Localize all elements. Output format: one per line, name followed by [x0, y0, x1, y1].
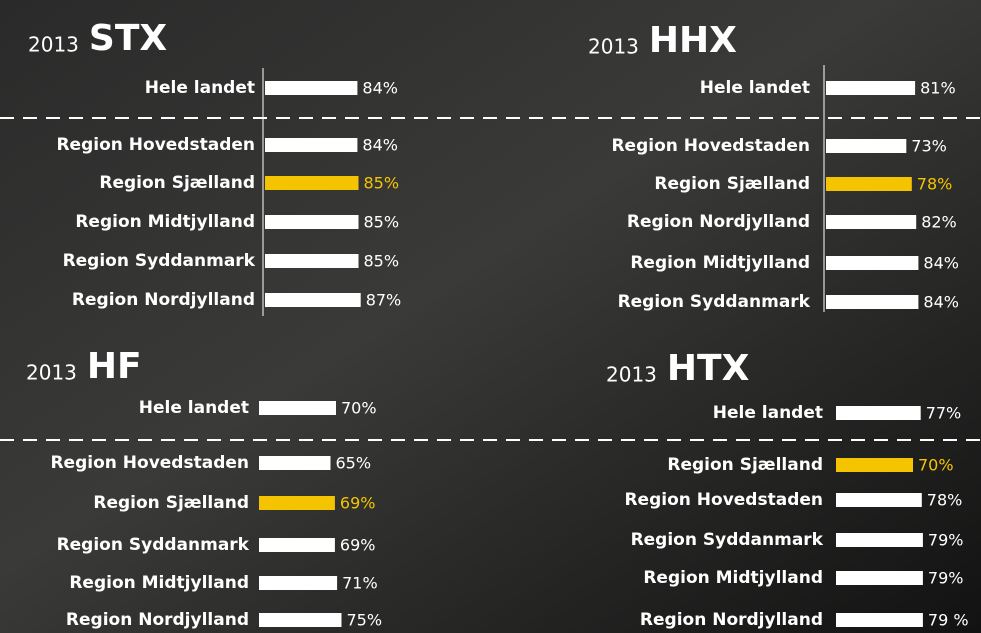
chart-subtitle: 2013: [588, 35, 639, 59]
category-label: Region Hovedstaden: [624, 490, 823, 510]
chart-subtitle: 2013: [28, 33, 79, 57]
bar: [265, 81, 358, 95]
value-label: 79%: [928, 531, 964, 550]
chart-title: HTX: [667, 348, 750, 389]
value-label: 71%: [342, 574, 378, 593]
category-label: Hele landet: [145, 78, 255, 98]
category-label: Region Syddanmark: [63, 251, 256, 271]
category-label: Region Syddanmark: [57, 535, 250, 555]
category-label: Region Sjælland: [654, 174, 810, 194]
value-label: 78%: [917, 175, 953, 194]
category-label: Region Nordjylland: [640, 610, 823, 630]
bar: [826, 81, 916, 95]
bar: [265, 138, 358, 152]
chart-title: HHX: [649, 20, 737, 61]
bar: [265, 293, 361, 307]
category-label: Hele landet: [139, 398, 249, 418]
chart-title: HF: [87, 346, 142, 387]
category-label: Region Nordjylland: [627, 212, 810, 232]
bar: [259, 538, 335, 552]
value-label: 85%: [364, 213, 400, 232]
category-label: Region Hovedstaden: [50, 453, 249, 473]
bar: [836, 613, 923, 627]
chart-subtitle: 2013: [606, 363, 657, 387]
category-label: Region Syddanmark: [631, 530, 824, 550]
category-label: Region Midtjylland: [69, 573, 249, 593]
category-label: Region Midtjylland: [630, 253, 810, 273]
bar: [259, 576, 338, 590]
category-label: Region Hovedstaden: [56, 135, 255, 155]
value-label: 81%: [920, 79, 956, 98]
bar: [826, 177, 912, 191]
value-label: 78%: [927, 491, 963, 510]
value-label: 77%: [926, 404, 962, 423]
bar: [265, 176, 359, 190]
category-label: Region Midtjylland: [75, 212, 255, 232]
bar: [826, 215, 917, 229]
value-label: 73%: [911, 137, 947, 156]
bar: [265, 254, 359, 268]
category-label: Region Sjælland: [93, 493, 249, 513]
bar: [259, 456, 331, 470]
value-label: 70%: [341, 399, 377, 418]
bar: [836, 571, 923, 585]
category-label: Region Sjælland: [667, 455, 823, 475]
bar: [836, 458, 913, 472]
bar: [259, 401, 336, 415]
value-label: 79%: [928, 569, 964, 588]
value-label: 79 %: [928, 611, 969, 630]
bar: [259, 613, 342, 627]
value-label: 84%: [923, 293, 959, 312]
value-label: 70%: [918, 456, 954, 475]
category-label: Region Hovedstaden: [611, 136, 810, 156]
category-label: Hele landet: [713, 403, 823, 423]
value-label: 85%: [364, 174, 400, 193]
value-label: 75%: [347, 611, 383, 630]
category-label: Region Midtjylland: [643, 568, 823, 588]
category-label: Region Nordjylland: [66, 610, 249, 630]
category-label: Region Nordjylland: [72, 290, 255, 310]
bar: [826, 295, 919, 309]
value-label: 69%: [340, 536, 376, 555]
chart-subtitle: 2013: [26, 361, 77, 385]
value-label: 69%: [340, 494, 376, 513]
bar: [826, 256, 919, 270]
bar: [836, 533, 923, 547]
value-label: 84%: [923, 254, 959, 273]
value-label: 84%: [362, 136, 398, 155]
value-label: 65%: [336, 454, 372, 473]
bar: [259, 496, 335, 510]
bar: [836, 406, 921, 420]
bar: [826, 139, 907, 153]
category-label: Region Syddanmark: [618, 292, 811, 312]
value-label: 84%: [362, 79, 398, 98]
bar: [836, 493, 922, 507]
value-label: 85%: [364, 252, 400, 271]
category-label: Region Sjælland: [99, 173, 255, 193]
value-label: 82%: [921, 213, 957, 232]
bar: [265, 215, 359, 229]
value-label: 87%: [366, 291, 402, 310]
chart-title: STX: [89, 18, 167, 59]
category-label: Hele landet: [700, 78, 810, 98]
